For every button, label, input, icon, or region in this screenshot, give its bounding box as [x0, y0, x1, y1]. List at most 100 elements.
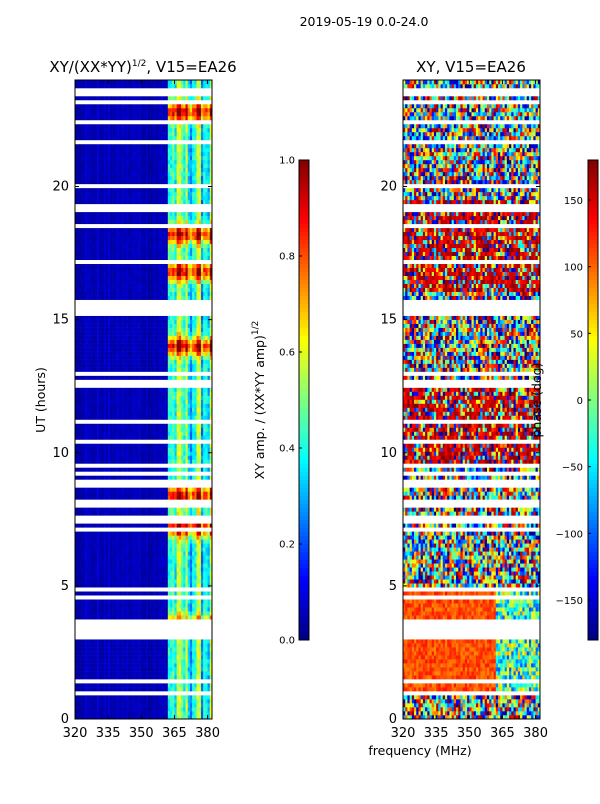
amplitude-cell: [125, 455, 129, 460]
amplitude-cell: [178, 331, 182, 336]
amplitude-cell: [125, 363, 129, 368]
amplitude-cell: [83, 703, 87, 708]
amplitude-cell: [132, 327, 135, 332]
amplitude-cell: [128, 495, 131, 500]
amplitude-cell: [165, 491, 169, 496]
amplitude-cell: [123, 711, 127, 716]
amplitude-cell: [178, 375, 182, 380]
amplitude-cell: [103, 355, 107, 360]
amplitude-cell: [207, 651, 211, 656]
amplitude-cell: [147, 327, 151, 332]
amplitude-cell: [94, 607, 98, 612]
amplitude-cell: [165, 703, 169, 708]
amplitude-cell: [187, 347, 191, 352]
amplitude-cell: [181, 423, 184, 428]
amplitude-cell: [136, 699, 140, 704]
amplitude-cell: [154, 543, 158, 548]
amplitude-cell: [176, 323, 180, 328]
amplitude-cell: [81, 663, 85, 668]
amplitude-cell: [152, 699, 155, 704]
amplitude-cell: [178, 403, 182, 408]
amplitude-cell: [174, 643, 177, 648]
amplitude-cell: [119, 331, 122, 336]
amplitude-cell: [97, 703, 100, 708]
amplitude-cell: [110, 535, 113, 540]
amplitude-cell: [75, 675, 78, 680]
amplitude-cell: [143, 651, 147, 656]
amplitude-cell: [121, 559, 124, 564]
amplitude-cell: [205, 687, 208, 692]
amplitude-cell: [90, 647, 93, 652]
amplitude-cell: [207, 359, 211, 364]
amplitude-cell: [163, 375, 166, 380]
amplitude-cell: [94, 411, 98, 416]
amplitude-cell: [112, 583, 116, 588]
amplitude-cell: [97, 487, 100, 492]
amplitude-cell: [81, 567, 85, 572]
amplitude-cell: [170, 531, 173, 536]
amplitude-cell: [200, 475, 204, 480]
amplitude-cell: [112, 375, 116, 380]
amplitude-cell: [108, 563, 111, 568]
amplitude-cell: [187, 367, 191, 372]
amplitude-cell: [125, 475, 129, 480]
amplitude-cell: [170, 523, 173, 528]
amplitude-cell: [187, 539, 191, 544]
amplitude-cell: [79, 655, 82, 660]
amplitude-cell: [125, 707, 129, 712]
amplitude-cell: [205, 447, 208, 452]
amplitude-cell: [161, 451, 164, 456]
amplitude-cell: [200, 571, 204, 576]
amplitude-cell: [143, 555, 147, 560]
amplitude-cell: [192, 459, 195, 464]
amplitude-cell: [196, 667, 200, 672]
amplitude-cell: [170, 319, 173, 324]
amplitude-cell: [200, 295, 204, 300]
amplitude-cell: [158, 351, 162, 356]
amplitude-cell: [178, 411, 182, 416]
amplitude-cell: [139, 563, 142, 568]
amplitude-cell: [75, 555, 78, 560]
amplitude-cell: [198, 607, 202, 612]
amplitude-cell: [152, 651, 155, 656]
amplitude-cell: [152, 319, 155, 324]
amplitude-cell: [178, 423, 182, 428]
amplitude-cell: [205, 703, 208, 708]
amplitude-cell: [88, 539, 91, 544]
amplitude-cell: [185, 531, 188, 536]
amplitude-cell: [156, 407, 160, 412]
amplitude-cell: [141, 319, 144, 324]
amplitude-cell: [90, 579, 93, 584]
amplitude-cell: [205, 715, 208, 720]
amplitude-cell: [86, 591, 89, 596]
amplitude-cell: [196, 443, 200, 448]
amplitude-cell: [108, 451, 111, 456]
amplitude-cell: [183, 555, 186, 560]
amplitude-cell: [128, 715, 131, 720]
amplitude-cell: [178, 511, 182, 516]
amplitude-cell: [116, 651, 120, 656]
amplitude-cell: [192, 695, 195, 700]
amplitude-cell: [139, 535, 142, 540]
amplitude-cell: [92, 355, 96, 360]
amplitude-cell: [77, 319, 80, 324]
amplitude-cell: [86, 611, 89, 616]
amplitude-cell: [130, 695, 133, 700]
amplitude-cell: [94, 563, 98, 568]
amplitude-cell: [198, 523, 202, 528]
amplitude-cell: [198, 363, 202, 368]
amplitude-cell: [158, 399, 162, 404]
amplitude-cell: [150, 615, 153, 620]
amplitude-cell: [105, 711, 109, 716]
amplitude-cell: [163, 335, 166, 340]
amplitude-cell: [92, 415, 96, 420]
amplitude-cell: [116, 495, 120, 500]
amplitude-cell: [114, 467, 118, 472]
amplitude-cell: [112, 575, 116, 580]
amplitude-cell: [170, 327, 173, 332]
amplitude-cell: [77, 687, 80, 692]
amplitude-cell: [112, 559, 116, 564]
amplitude-cell: [198, 491, 202, 496]
amplitude-cell: [92, 399, 96, 404]
amplitude-cell: [92, 507, 96, 512]
